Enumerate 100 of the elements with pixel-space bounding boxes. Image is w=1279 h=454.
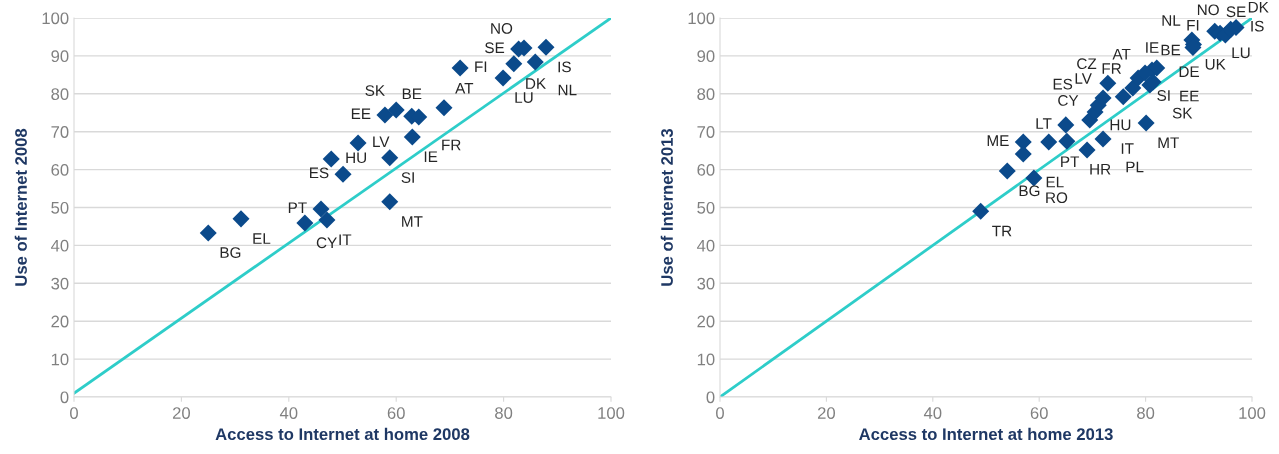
annotation: CZ (1077, 58, 1097, 70)
annotation: HU (346, 152, 366, 164)
point (376, 106, 394, 124)
x-tick-label: 100 (598, 407, 625, 419)
y-tick-label: 40 (696, 239, 715, 252)
annotation: IE (1146, 42, 1159, 53)
point (505, 55, 523, 73)
annotation: SE (1226, 6, 1246, 18)
point (1114, 88, 1132, 106)
point (1094, 130, 1112, 148)
y-tick-label: 20 (697, 315, 715, 328)
annotation: LU (515, 92, 533, 103)
annotation: SK (1172, 107, 1193, 119)
point (199, 224, 217, 242)
annotation: LV (1075, 73, 1092, 84)
x-tick-label: 0 (716, 407, 724, 419)
annotation: HR (1090, 163, 1111, 175)
annotation: LT (1036, 118, 1052, 129)
y-tick-label: 30 (697, 277, 715, 290)
y-tick-label: 40 (50, 239, 69, 252)
annotation: TR (992, 225, 1012, 237)
x-tick-label: 80 (495, 407, 513, 419)
point (403, 128, 421, 146)
x-tick-label: 100 (1239, 407, 1266, 419)
y-tick-label: 80 (51, 88, 69, 100)
x-axis-title: Access to Internet at home 2013 (859, 427, 1113, 441)
annotation: UK (1205, 58, 1226, 70)
annotation: CY (1058, 95, 1079, 106)
y-tick-label: 20 (51, 315, 69, 328)
point (1025, 169, 1043, 187)
annotation: IS (558, 61, 571, 73)
point (1078, 141, 1096, 159)
y-tick-label: 0 (60, 391, 69, 404)
y-tick-label: 10 (51, 353, 69, 366)
point (334, 165, 352, 183)
annotation: ES (1053, 78, 1073, 90)
y-tick-label: 90 (697, 50, 715, 63)
y-tick-label: 30 (51, 277, 69, 290)
annotation: FI (475, 61, 487, 72)
point (387, 101, 405, 119)
annotation: BG (1019, 185, 1040, 197)
annotation: NO (491, 22, 513, 34)
annotation: SE (485, 42, 505, 54)
annotation: CY (316, 237, 337, 249)
annotation: DK (526, 78, 546, 89)
point (1094, 89, 1112, 107)
annotation: HU (1110, 119, 1131, 131)
annotation: AT (1112, 48, 1131, 60)
point (1058, 132, 1076, 150)
point (312, 200, 330, 218)
y-tick-label: 10 (697, 353, 715, 366)
y-tick-label: 50 (51, 201, 69, 214)
annotation: ES (310, 167, 329, 179)
annotation: IS (1251, 20, 1264, 32)
y-tick-label: 50 (697, 201, 715, 214)
annotation: DK (1248, 1, 1269, 13)
y-axis-title: Use of Internet 2013 (660, 128, 673, 286)
point (1057, 116, 1075, 134)
annotation: IT (1121, 143, 1134, 154)
annotation: MT (402, 216, 423, 227)
annotation: SK (365, 85, 385, 96)
annotation: AT (455, 83, 474, 94)
annotation: RO (1046, 192, 1068, 204)
annotation: MT (1158, 137, 1179, 148)
annotation: IT (339, 234, 352, 245)
point (494, 69, 512, 87)
y-tick-label: 60 (697, 164, 715, 176)
x-tick-label: 80 (1137, 407, 1155, 419)
annotation: BG (220, 247, 241, 258)
y-tick-label: 90 (51, 50, 69, 63)
annotation: IE (424, 151, 438, 162)
point (318, 211, 336, 229)
annotation: FI (1187, 19, 1199, 31)
point (381, 149, 399, 167)
annotation: EL (253, 233, 271, 244)
point (349, 134, 367, 152)
annotation: EE (351, 108, 371, 119)
point (296, 214, 314, 232)
x-tick-label: 0 (70, 407, 78, 419)
x-tick-label: 60 (387, 407, 405, 419)
annotation: FR (442, 139, 461, 151)
annotation: ME (987, 135, 1009, 146)
annotation: EL (1046, 176, 1064, 188)
point (1124, 79, 1142, 97)
annotation: EE (1180, 90, 1199, 102)
annotation: NL (1162, 15, 1181, 26)
y-tick-label: 80 (697, 88, 715, 100)
point (435, 99, 453, 117)
y-tick-label: 70 (51, 126, 69, 138)
annotation: SI (401, 172, 414, 183)
annotation: LV (373, 136, 390, 148)
point (998, 162, 1016, 180)
x-tick-label: 20 (172, 407, 191, 419)
x-axis-title: Access to Internet at home 2008 (215, 427, 470, 441)
annotation: PT (1061, 156, 1080, 167)
annotation: BE (402, 88, 422, 100)
annotation: BE (1161, 44, 1181, 56)
y-axis-title: Use of Internet 2008 (14, 128, 27, 286)
y-tick-label: 100 (688, 12, 715, 25)
annotation: PL (1126, 161, 1144, 173)
